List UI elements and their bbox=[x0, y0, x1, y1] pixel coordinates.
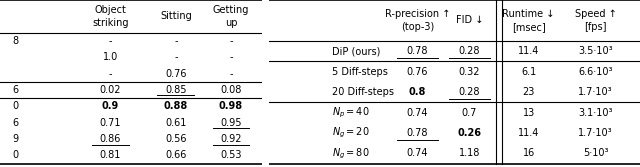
Text: Object
striking: Object striking bbox=[92, 5, 129, 28]
Text: -: - bbox=[174, 36, 177, 46]
Text: -: - bbox=[229, 52, 233, 62]
Text: 23: 23 bbox=[522, 87, 535, 97]
Text: 0.02: 0.02 bbox=[99, 85, 121, 95]
Text: 8: 8 bbox=[12, 36, 19, 46]
Text: 6: 6 bbox=[12, 85, 19, 95]
Text: 0.61: 0.61 bbox=[165, 118, 186, 128]
Text: 0.98: 0.98 bbox=[219, 101, 243, 111]
Text: 0.32: 0.32 bbox=[458, 67, 480, 77]
Text: 0.56: 0.56 bbox=[165, 134, 186, 144]
Text: 1.7·10³: 1.7·10³ bbox=[578, 128, 612, 138]
Text: 3.5·10³: 3.5·10³ bbox=[578, 46, 612, 56]
Text: 11.4: 11.4 bbox=[518, 128, 540, 138]
Text: 0.8: 0.8 bbox=[408, 87, 426, 97]
Text: 3.1·10³: 3.1·10³ bbox=[578, 108, 612, 118]
Text: 0.86: 0.86 bbox=[100, 134, 121, 144]
Text: 0: 0 bbox=[12, 150, 19, 160]
Text: 0.92: 0.92 bbox=[220, 134, 242, 144]
Text: Getting
up: Getting up bbox=[212, 5, 249, 28]
Text: 1.7·10³: 1.7·10³ bbox=[578, 87, 612, 97]
Text: Sitting: Sitting bbox=[160, 11, 192, 21]
Text: 5 Diff-steps: 5 Diff-steps bbox=[332, 67, 388, 77]
Text: 0.26: 0.26 bbox=[457, 128, 481, 138]
Text: 0.95: 0.95 bbox=[220, 118, 242, 128]
Text: -: - bbox=[229, 69, 233, 79]
Text: DiP (ours): DiP (ours) bbox=[332, 46, 380, 56]
Text: 0.74: 0.74 bbox=[406, 148, 428, 158]
Text: $N_g = 20$: $N_g = 20$ bbox=[332, 126, 369, 140]
Text: -: - bbox=[174, 52, 177, 62]
Text: 0.7: 0.7 bbox=[461, 108, 477, 118]
Text: 0.53: 0.53 bbox=[220, 150, 242, 160]
Text: 13: 13 bbox=[522, 108, 535, 118]
Text: 0.78: 0.78 bbox=[406, 46, 428, 56]
Text: 0.76: 0.76 bbox=[165, 69, 186, 79]
Text: Speed ↑
[fps]: Speed ↑ [fps] bbox=[575, 9, 616, 32]
Text: 20 Diff-steps: 20 Diff-steps bbox=[332, 87, 394, 97]
Text: 0: 0 bbox=[12, 101, 19, 111]
Text: 5·10³: 5·10³ bbox=[582, 148, 608, 158]
Text: Runtime ↓
[msec]: Runtime ↓ [msec] bbox=[502, 9, 555, 32]
Text: 6.6·10³: 6.6·10³ bbox=[578, 67, 612, 77]
Text: 0.74: 0.74 bbox=[406, 108, 428, 118]
Text: -: - bbox=[108, 36, 112, 46]
Text: 0.78: 0.78 bbox=[406, 128, 428, 138]
Text: 0.81: 0.81 bbox=[100, 150, 121, 160]
Text: FID ↓: FID ↓ bbox=[456, 16, 483, 25]
Text: R-precision ↑
(top-3): R-precision ↑ (top-3) bbox=[385, 9, 450, 32]
Text: 0.76: 0.76 bbox=[406, 67, 428, 77]
Text: 9: 9 bbox=[12, 134, 19, 144]
Text: 0.88: 0.88 bbox=[164, 101, 188, 111]
Text: 16: 16 bbox=[522, 148, 535, 158]
Text: 11.4: 11.4 bbox=[518, 46, 540, 56]
Text: -: - bbox=[229, 36, 233, 46]
Text: 0.28: 0.28 bbox=[458, 87, 480, 97]
Text: 0.28: 0.28 bbox=[458, 46, 480, 56]
Text: 0.08: 0.08 bbox=[220, 85, 241, 95]
Text: 6.1: 6.1 bbox=[521, 67, 536, 77]
Text: 0.85: 0.85 bbox=[165, 85, 186, 95]
Text: -: - bbox=[108, 69, 112, 79]
Text: $N_g = 80$: $N_g = 80$ bbox=[332, 146, 369, 161]
Text: 0.9: 0.9 bbox=[102, 101, 119, 111]
Text: $N_p = 40$: $N_p = 40$ bbox=[332, 105, 369, 120]
Text: 0.66: 0.66 bbox=[165, 150, 186, 160]
Text: 1.0: 1.0 bbox=[102, 52, 118, 62]
Text: 6: 6 bbox=[12, 118, 19, 128]
Text: 0.71: 0.71 bbox=[99, 118, 121, 128]
Text: 1.18: 1.18 bbox=[459, 148, 480, 158]
